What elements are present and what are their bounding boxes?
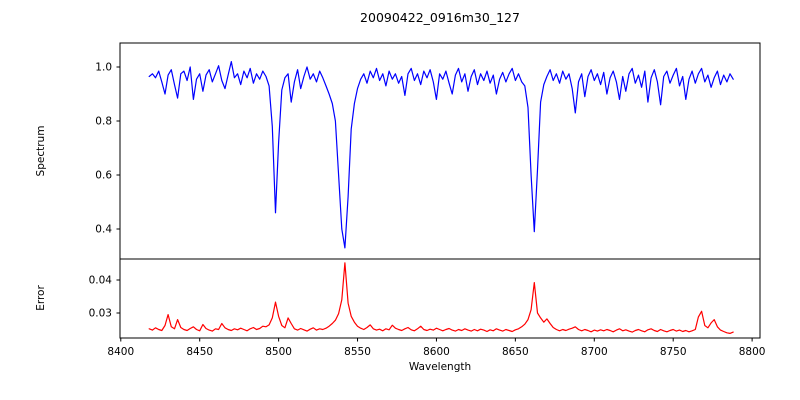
x-tick-label: 8400 bbox=[107, 346, 134, 358]
spectrum-line bbox=[148, 60, 734, 249]
x-tick-label: 8750 bbox=[660, 346, 687, 358]
x-tick-label: 8700 bbox=[581, 346, 608, 358]
spectrum-y-tick-label: 0.8 bbox=[95, 116, 112, 128]
x-tick-label: 8600 bbox=[423, 346, 450, 358]
chart-title: 20090422_0916m30_127 bbox=[360, 10, 520, 25]
error-axes-frame bbox=[119, 258, 761, 339]
x-tick-label: 8800 bbox=[739, 346, 766, 358]
y-axis-label-spectrum: Spectrum bbox=[35, 125, 47, 177]
x-tick-label: 8450 bbox=[186, 346, 213, 358]
error-line bbox=[148, 262, 734, 334]
spectrum-y-tick-label: 0.4 bbox=[95, 224, 112, 236]
spectrum-y-tick-label: 1.0 bbox=[95, 62, 112, 74]
error-y-tick-label: 0.03 bbox=[89, 307, 112, 319]
x-tick-label: 8550 bbox=[344, 346, 371, 358]
x-axis-label: Wavelength bbox=[408, 361, 472, 373]
x-tick-label: 8650 bbox=[502, 346, 529, 358]
spectrum-y-tick-label: 0.6 bbox=[95, 170, 112, 182]
error-y-tick-label: 0.04 bbox=[89, 274, 113, 286]
y-axis-label-error: Error bbox=[35, 285, 47, 311]
x-tick-label: 8500 bbox=[265, 346, 292, 358]
